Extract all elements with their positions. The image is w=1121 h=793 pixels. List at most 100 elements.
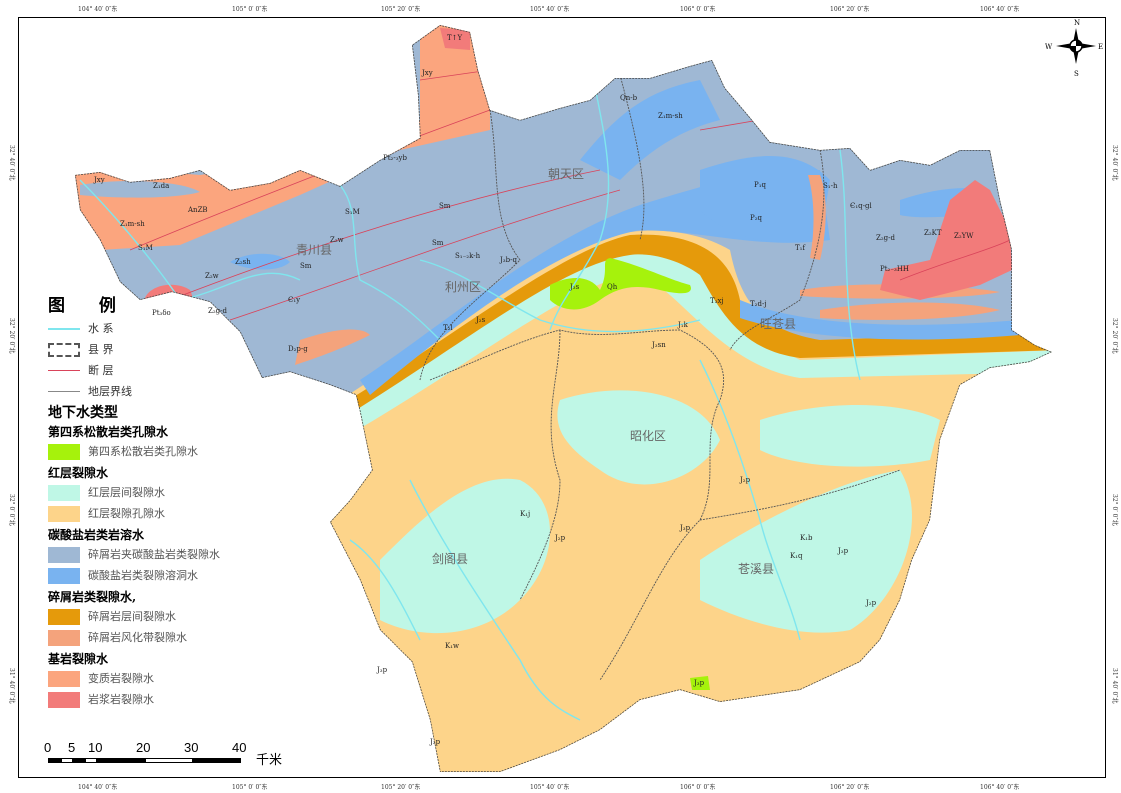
legend-title: 图 例 [48,296,130,316]
river-lines [79,59,861,721]
red-layer-interlayer-zone [380,478,550,634]
carbonate-karst-zone [580,80,720,180]
coord-top: 106° 0′ 0″东 [680,6,716,13]
scale-tick: 20 [136,740,151,755]
legend-label: 红层层间裂隙水 [88,485,165,499]
formation-label: K₁b [800,534,813,542]
legend-category: 红层裂隙水 [48,466,109,480]
legend-item: 岩浆岩裂隙水 [48,689,288,710]
legend-item: 红层裂隙孔隙水 [48,503,288,524]
formation-label: T₂d-j [750,300,767,308]
formation-label: Jxy [93,176,105,184]
formation-label: Z₂KT [924,229,942,237]
formation-label: Jxy [421,69,433,77]
formation-label: J₁k [677,321,689,329]
district-label: 剑阁县 [432,551,468,566]
formation-label: Pt₃δo [152,309,171,317]
formation-label: Є₁q-gl [850,202,872,210]
formation-label: Qh [607,283,618,291]
compass-e: E [1098,43,1103,51]
carbonate-karst-zone [230,253,290,270]
formation-label: J₃s [569,283,580,291]
coord-bottom: 105° 0′ 0″东 [232,784,268,791]
formation-label: S₁M [345,208,360,216]
igneous-fissure-zone [880,180,1012,300]
legend-item: 碎屑岩夹碳酸盐岩类裂隙水 [48,544,288,565]
legend-item: 变质岩裂隙水 [48,668,288,689]
coord-top: 105° 20′ 0″东 [381,6,421,13]
legend-item: 碳酸盐岩类裂隙溶洞水 [48,565,288,586]
legend-category: 第四系松散岩类孔隙水 [48,425,169,439]
legend-swatch [48,443,80,460]
legend-item: 碎屑岩层间裂隙水 [48,606,288,627]
district-label: 昭化区 [630,429,666,443]
quaternary-pore-water-zone [550,258,691,310]
red-layer-interlayer-zone [700,470,912,633]
district-label: 朝天区 [548,167,584,181]
legend-category: 碳酸盐岩类岩溶水 [48,528,145,542]
scale-tick: 30 [184,740,199,755]
legend-label: 地层界线 [88,384,132,398]
red-layer-interlayer-zone [760,405,940,467]
stratum-boundary-symbol [48,391,80,392]
legend-item: 碎屑岩风化带裂隙水 [48,627,288,648]
legend-label: 第四系松散岩类孔隙水 [88,444,198,458]
formation-label: J₃p [837,547,849,555]
formation-label: J₃p [376,666,388,674]
formation-label: S₁-h [823,182,838,190]
clastic-carbonate-zone [80,180,200,198]
coord-top: 104° 40′ 0″东 [78,6,118,13]
legend-label: 碳酸盐岩类裂隙溶洞水 [88,568,198,582]
formation-label: Є₁y [288,296,300,304]
formation-label: Qn-b [620,94,638,102]
legend-line-item: 地层界线 [48,381,288,402]
coord-top: 106° 40′ 0″东 [980,6,1020,13]
formation-label: Z₂YW [954,232,974,240]
legend-item: 红层层间裂隙水 [48,482,288,503]
formation-label: J₂s [475,316,486,324]
coord-bottom: 106° 20′ 0″东 [830,784,870,791]
formation-labels: T↑Y Jxy Pt₂-₃yb Jxy Z₁da AnZB Z₁m-sh S₁M… [93,34,974,746]
legend-swatch [48,691,80,708]
legend-category: 基岩裂隙水 [48,652,109,666]
coord-bottom: 105° 20′ 0″东 [381,784,421,791]
legend-label: 断 层 [88,363,114,377]
compass-w: W [1045,43,1053,51]
coord-bottom: 106° 0′ 0″东 [680,784,716,791]
legend-label: 县 界 [88,342,114,356]
legend-item: 第四系松散岩类孔隙水 [48,441,288,462]
legend-swatch [48,608,80,625]
formation-label: K₁w [445,642,459,650]
quaternary-pore-water-zone [690,676,710,690]
formation-label: Z₂g-d [876,234,896,242]
legend-swatch [48,484,80,501]
red-layer-interlayer-band [340,245,1052,440]
formation-label: Z₂w [205,272,219,280]
legend-label: 变质岩裂隙水 [88,671,154,685]
formation-label: Z₁m-sh [120,220,145,228]
legend-label: 碎屑岩风化带裂隙水 [88,630,187,644]
legend-swatch [48,505,80,522]
legend-line-item: 断 层 [48,360,288,381]
legend-label: 岩浆岩裂隙水 [88,692,154,706]
formation-label: J₂p [739,476,751,484]
legend-swatch [48,567,80,584]
legend-groups: 第四系松散岩类孔隙水 第四系松散岩类孔隙水 红层裂隙水 红层层间裂隙水 红层裂隙孔隙水碳… [48,425,288,710]
legend-swatch [48,629,80,646]
formation-label: P₁q [754,181,767,189]
formation-label: J₃sn [651,341,666,349]
scale-tick: 40 [232,740,247,755]
formation-label: Pt₂-₃yb [383,154,407,162]
legend-label: 碎屑岩夹碳酸盐岩类裂隙水 [88,547,220,561]
legend-line-item: 县 界 [48,339,288,360]
clastic-weathered-zone [820,302,1000,320]
district-label: 苍溪县 [738,562,774,576]
formation-label: Z₂g-d [208,307,228,315]
formation-label: T₃xj [710,297,724,305]
legend-swatch [48,670,80,687]
groundwater-title: 地下水类型 [48,405,118,421]
north-arrow-icon: N S E W [1045,19,1103,78]
clastic-weathered-zone [295,329,370,365]
